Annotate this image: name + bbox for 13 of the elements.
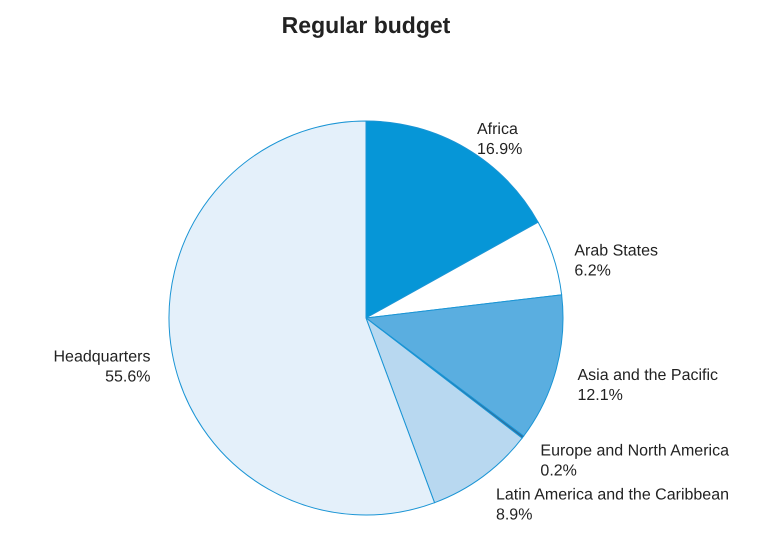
slice-label: Europe and North America (540, 442, 730, 460)
slice-label: Africa (476, 121, 518, 138)
slice-label: Arab States (574, 242, 658, 260)
chart-title: Regular budget (282, 12, 451, 38)
data-label: 8.9% (496, 506, 532, 524)
data-label: 16.9% (476, 141, 522, 158)
data-label: 12.1% (577, 386, 623, 404)
slice-label: Headquarters (53, 348, 150, 366)
data-label: 55.6% (105, 368, 150, 386)
slice-label: Latin America and the Caribbean (496, 486, 729, 504)
slice-label: Asia and the Pacific (577, 366, 718, 384)
data-label: 0.2% (540, 462, 577, 480)
data-label: 6.2% (574, 262, 611, 280)
